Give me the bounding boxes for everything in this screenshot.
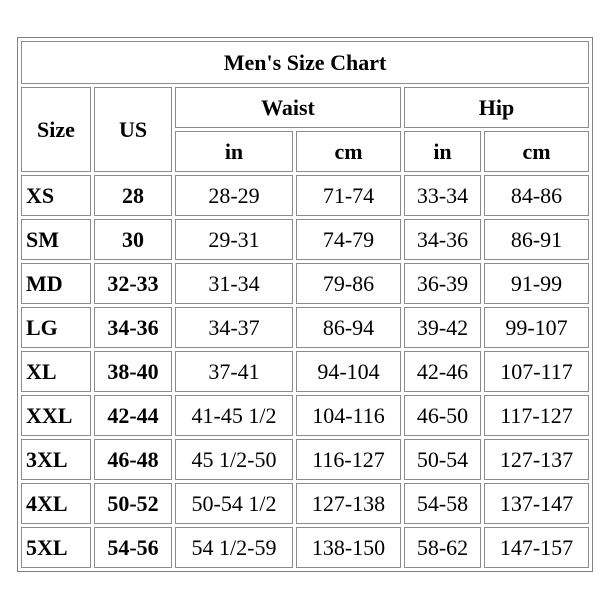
cell: 41-45 1/2 [175, 395, 293, 436]
cell: 28 [94, 175, 172, 216]
cell: 91-99 [484, 263, 590, 304]
cell: 50-52 [94, 483, 172, 524]
cell: 34-37 [175, 307, 293, 348]
header-hip: Hip [404, 87, 590, 128]
cell: 32-33 [94, 263, 172, 304]
cell: 4XL [21, 483, 91, 524]
size-row: 4XL 50-52 50-54 1/2 127-138 54-58 137-147 [21, 483, 590, 524]
header-size: Size [21, 87, 91, 172]
cell: 147-157 [484, 527, 590, 568]
cell: 107-117 [484, 351, 590, 392]
cell: 84-86 [484, 175, 590, 216]
cell: 50-54 1/2 [175, 483, 293, 524]
cell: XXL [21, 395, 91, 436]
cell: XS [21, 175, 91, 216]
cell: 99-107 [484, 307, 590, 348]
cell: 46-50 [404, 395, 481, 436]
cell: 94-104 [296, 351, 401, 392]
cell: 117-127 [484, 395, 590, 436]
cell: 42-44 [94, 395, 172, 436]
size-table: Men's Size Chart Size US Waist Hip in cm… [17, 37, 594, 572]
size-row: SM 30 29-31 74-79 34-36 86-91 [21, 219, 590, 260]
cell: 71-74 [296, 175, 401, 216]
cell: 42-46 [404, 351, 481, 392]
cell: 54 1/2-59 [175, 527, 293, 568]
cell: LG [21, 307, 91, 348]
cell: 38-40 [94, 351, 172, 392]
cell: 86-91 [484, 219, 590, 260]
cell: 54-56 [94, 527, 172, 568]
cell: 3XL [21, 439, 91, 480]
cell: 79-86 [296, 263, 401, 304]
cell: 5XL [21, 527, 91, 568]
cell: 138-150 [296, 527, 401, 568]
cell: 39-42 [404, 307, 481, 348]
cell: 34-36 [94, 307, 172, 348]
cell: 29-31 [175, 219, 293, 260]
header-unit: cm [296, 131, 401, 172]
cell: 137-147 [484, 483, 590, 524]
cell: MD [21, 263, 91, 304]
header-unit: in [404, 131, 481, 172]
cell: 116-127 [296, 439, 401, 480]
cell: 34-36 [404, 219, 481, 260]
cell: 127-138 [296, 483, 401, 524]
size-chart: Men's Size Chart Size US Waist Hip in cm… [17, 37, 594, 572]
size-row: MD 32-33 31-34 79-86 36-39 91-99 [21, 263, 590, 304]
cell: 33-34 [404, 175, 481, 216]
cell: 50-54 [404, 439, 481, 480]
cell: 104-116 [296, 395, 401, 436]
cell: 37-41 [175, 351, 293, 392]
size-row: 3XL 46-48 45 1/2-50 116-127 50-54 127-137 [21, 439, 590, 480]
cell: 30 [94, 219, 172, 260]
size-row: 5XL 54-56 54 1/2-59 138-150 58-62 147-157 [21, 527, 590, 568]
cell: 86-94 [296, 307, 401, 348]
header-waist: Waist [175, 87, 401, 128]
cell: 127-137 [484, 439, 590, 480]
cell: 58-62 [404, 527, 481, 568]
header-unit: cm [484, 131, 590, 172]
size-row: LG 34-36 34-37 86-94 39-42 99-107 [21, 307, 590, 348]
size-row: XS 28 28-29 71-74 33-34 84-86 [21, 175, 590, 216]
cell: 45 1/2-50 [175, 439, 293, 480]
title: Men's Size Chart [21, 41, 590, 84]
cell: 31-34 [175, 263, 293, 304]
cell: SM [21, 219, 91, 260]
cell: 54-58 [404, 483, 481, 524]
cell: 36-39 [404, 263, 481, 304]
cell: XL [21, 351, 91, 392]
cell: 46-48 [94, 439, 172, 480]
cell: 74-79 [296, 219, 401, 260]
size-row: XL 38-40 37-41 94-104 42-46 107-117 [21, 351, 590, 392]
header-us: US [94, 87, 172, 172]
header-unit: in [175, 131, 293, 172]
cell: 28-29 [175, 175, 293, 216]
size-row: XXL 42-44 41-45 1/2 104-116 46-50 117-127 [21, 395, 590, 436]
